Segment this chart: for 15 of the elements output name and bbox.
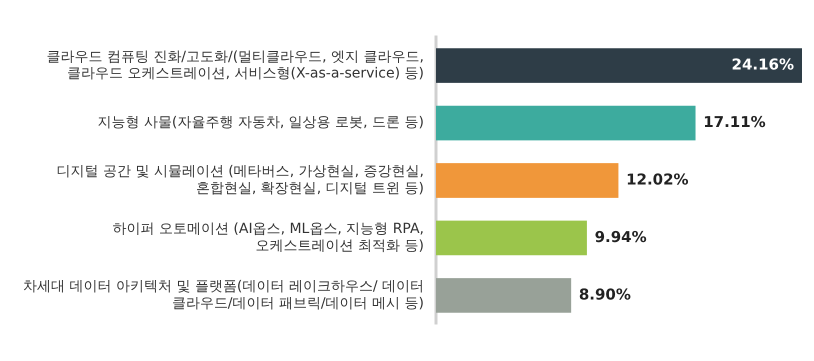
data-label: 17.11% — [703, 112, 766, 131]
bar — [436, 48, 802, 83]
data-label: 24.16% — [732, 55, 794, 74]
data-label: 12.02% — [626, 170, 689, 188]
y-tick-label: 하이퍼 오토메이션 (AI옵스, ML옵스, 지능형 RPA, 오케스트레이션 최적화 등) — [112, 221, 424, 254]
bar — [436, 220, 587, 256]
data-label: 9.94% — [594, 228, 647, 246]
y-tick-label: 클라우드 컴퓨팅 진화/고도화/(멀티클라우드, 엣지 클라우드, 클라우드 오케스트레이션, 서비스형(X-as-a-service) 등) — [46, 48, 424, 82]
bar — [436, 278, 572, 313]
bar — [436, 163, 618, 198]
y-tick-label: 차세대 데이터 아키텍처 및 플랫폼(데이터 레이크하우스/ 데이터 클라우드/데이터 패브릭/데이터 메시 등) — [23, 278, 424, 312]
data-label: 8.90% — [578, 285, 631, 304]
bar — [436, 106, 696, 140]
y-tick-label: 지능형 사물(자율주행 자동차, 일상용 로봇, 드론 등) — [97, 114, 424, 131]
y-tick-label: 디지털 공간 및 시뮬레이션 (메타버스, 가상현실, 증강현실, 혼합현실, 확장현실, 디지털 트윈 등) — [56, 164, 424, 197]
